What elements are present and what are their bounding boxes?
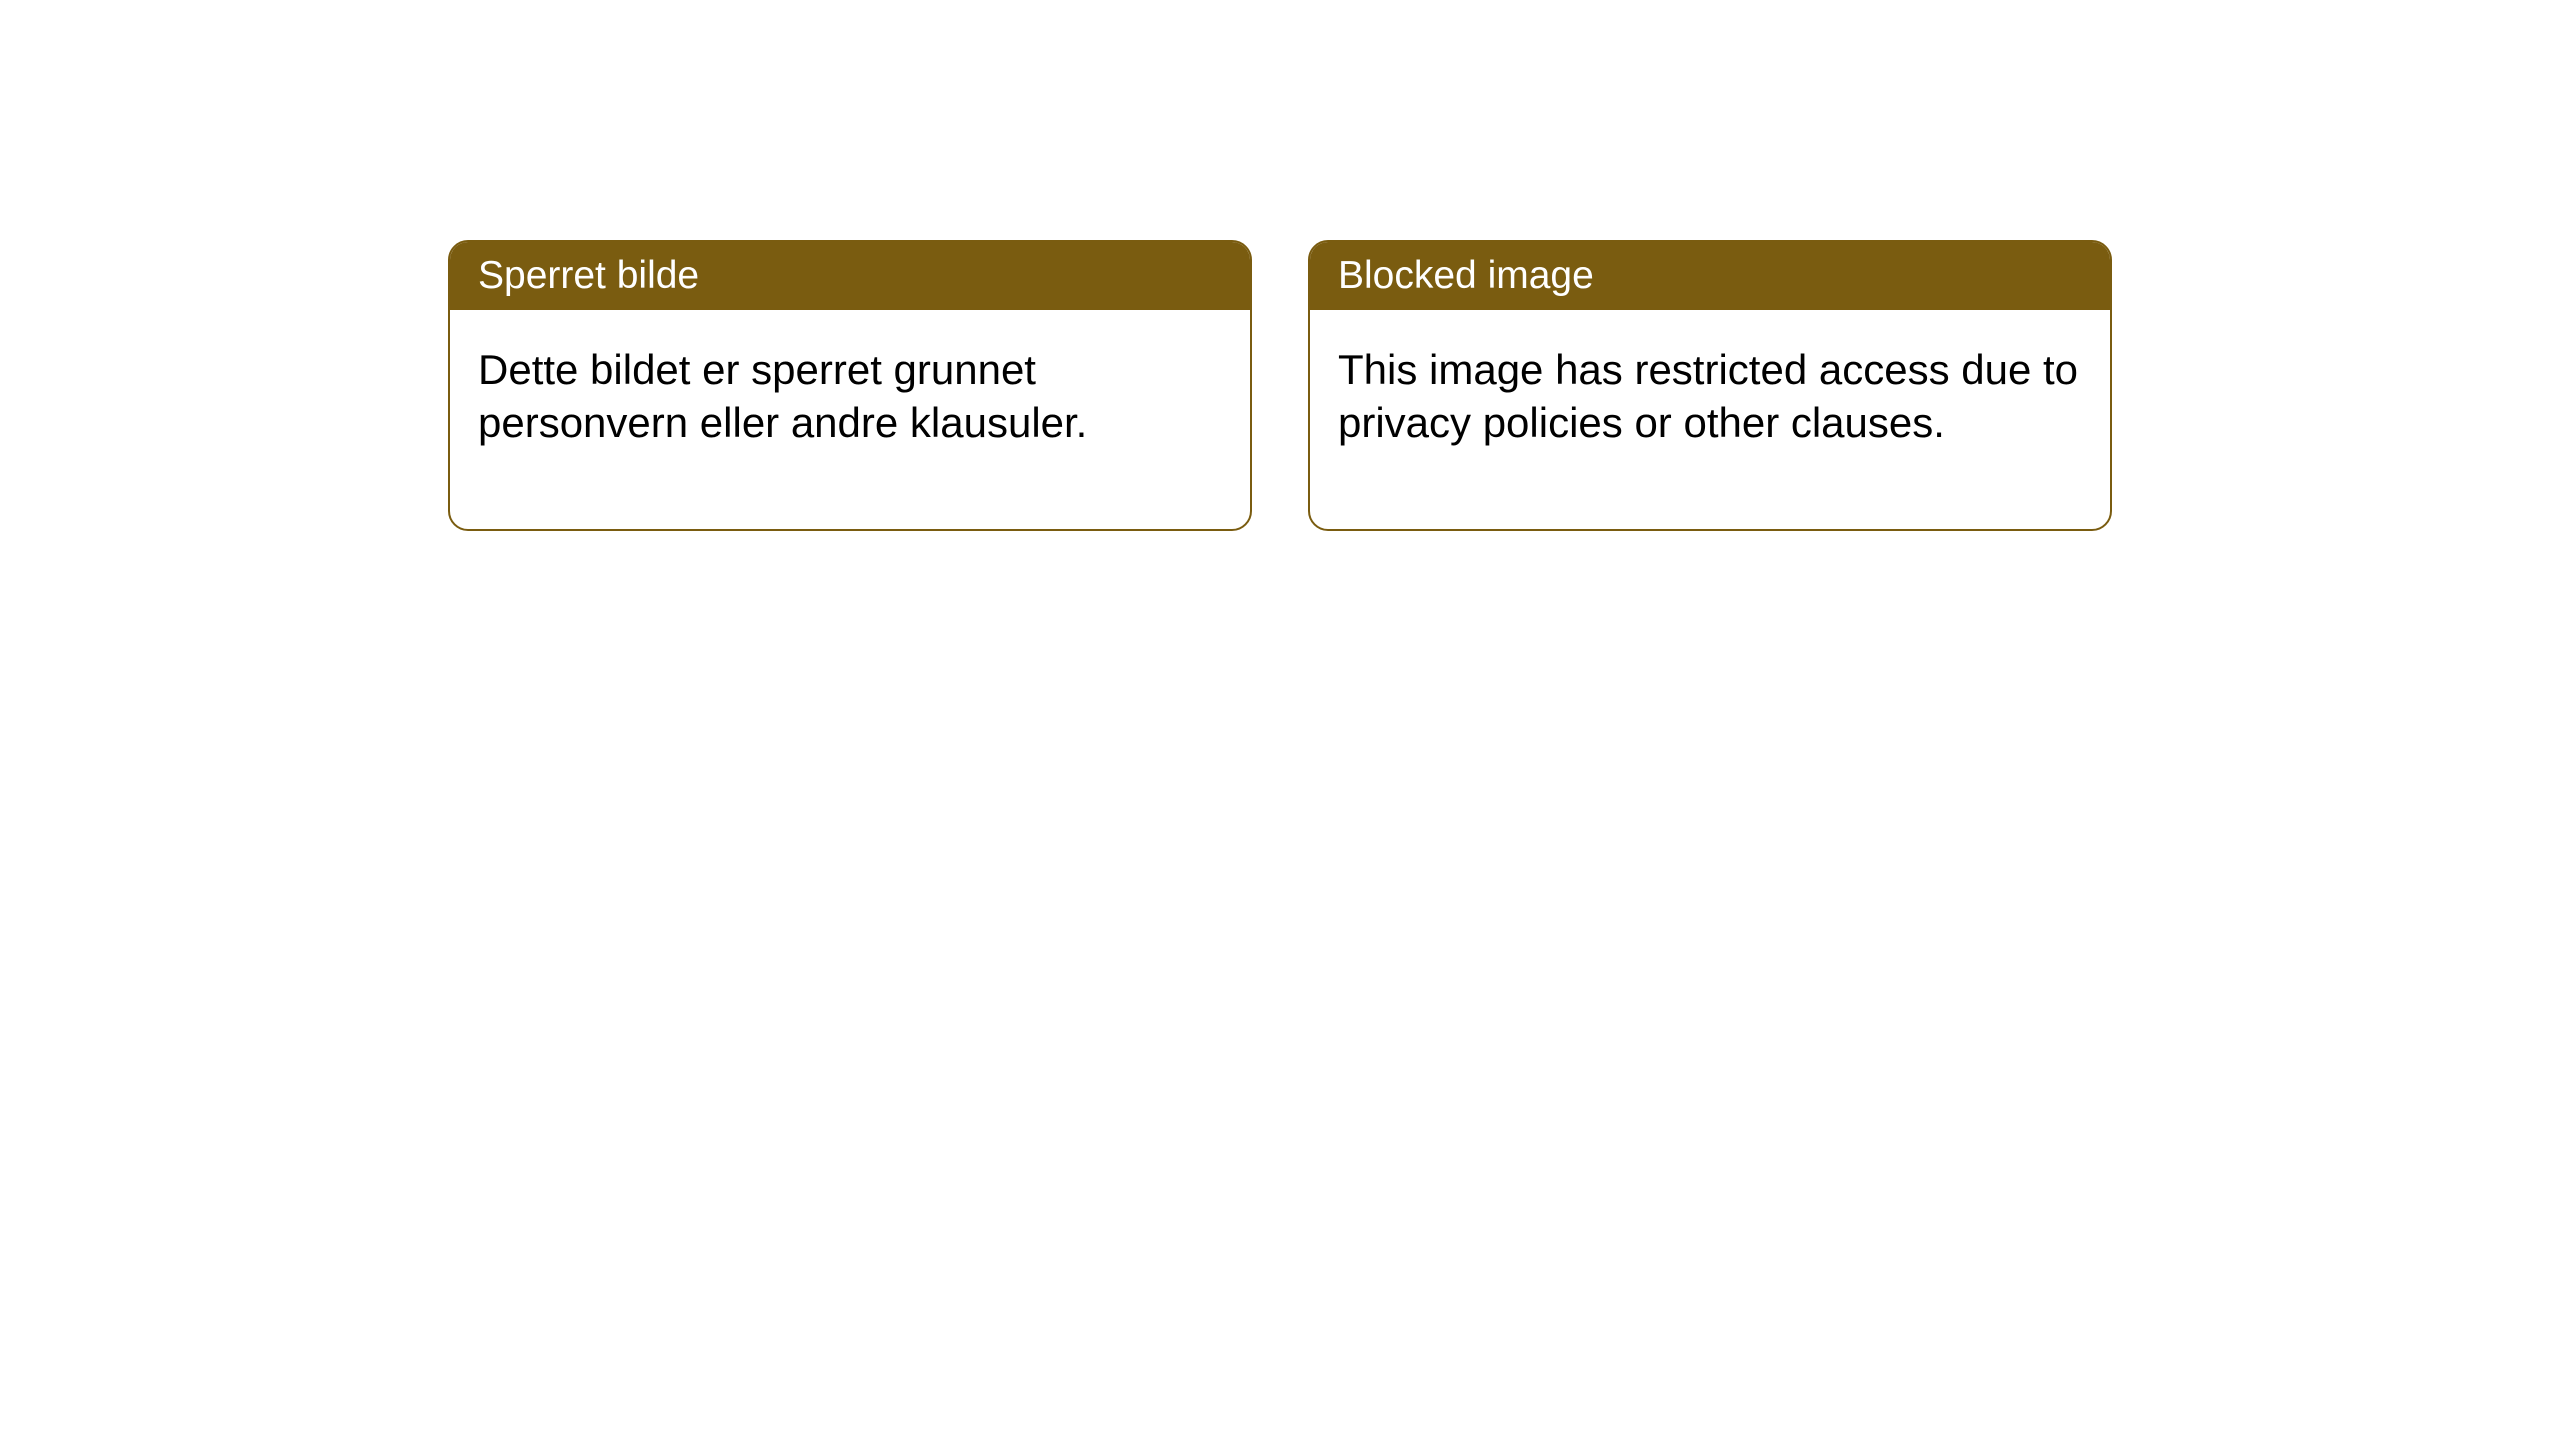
notice-title: Blocked image xyxy=(1338,254,1594,297)
notice-body: Dette bildet er sperret grunnet personve… xyxy=(450,310,1250,529)
notice-header: Blocked image xyxy=(1310,242,2110,310)
notice-container: Sperret bilde Dette bildet er sperret gr… xyxy=(448,240,2112,531)
notice-header: Sperret bilde xyxy=(450,242,1250,310)
notice-card-norwegian: Sperret bilde Dette bildet er sperret gr… xyxy=(448,240,1252,531)
notice-body: This image has restricted access due to … xyxy=(1310,310,2110,529)
notice-message: Dette bildet er sperret grunnet personve… xyxy=(478,346,1087,446)
notice-message: This image has restricted access due to … xyxy=(1338,346,2078,446)
notice-card-english: Blocked image This image has restricted … xyxy=(1308,240,2112,531)
notice-title: Sperret bilde xyxy=(478,254,699,297)
